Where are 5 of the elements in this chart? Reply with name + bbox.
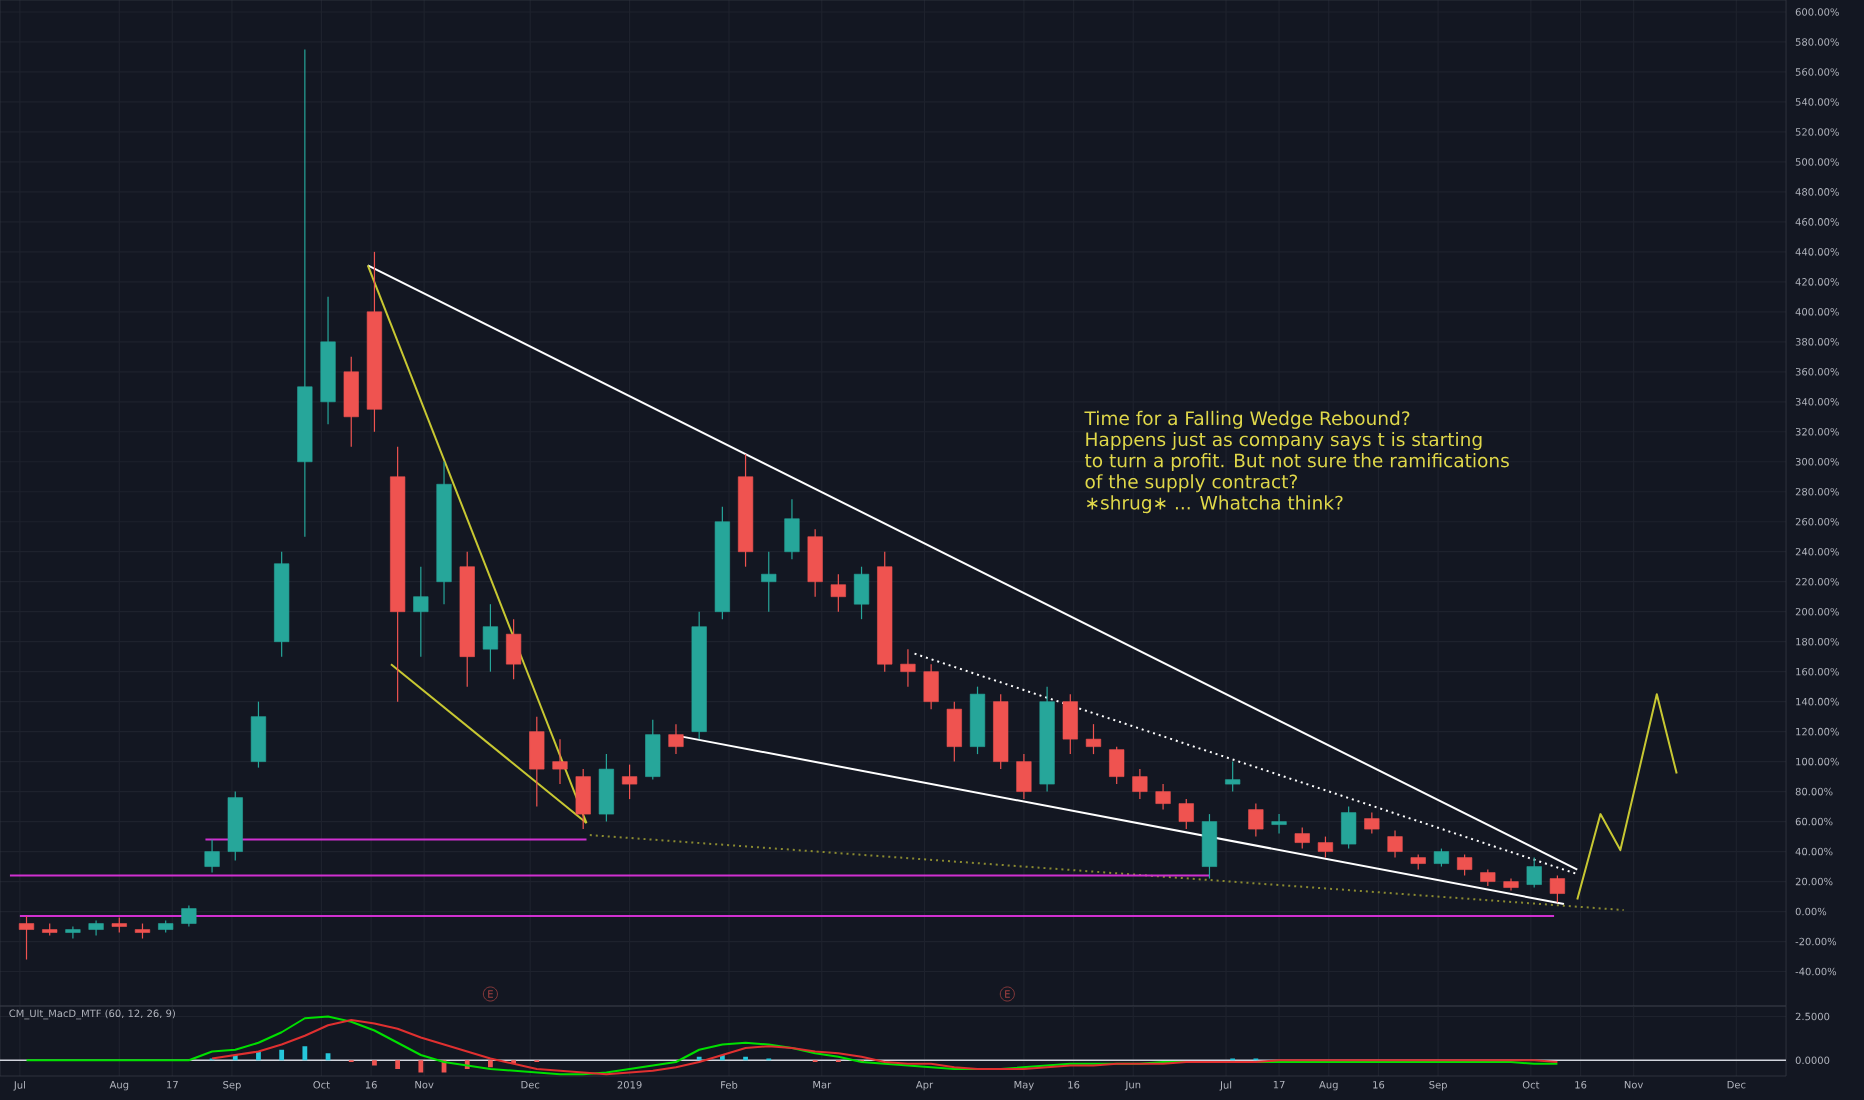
annotation: Time for a Falling Wedge Rebound? [1084, 410, 1410, 429]
annotation: ∗shrug∗ ... Whatcha think? [1086, 495, 1343, 514]
annotation: to turn a profit. But not sure the ramifications [1085, 453, 1509, 472]
annotation: Happens just as company says t is starting [1086, 431, 1482, 450]
annotation: of the supply contract? [1085, 474, 1298, 493]
